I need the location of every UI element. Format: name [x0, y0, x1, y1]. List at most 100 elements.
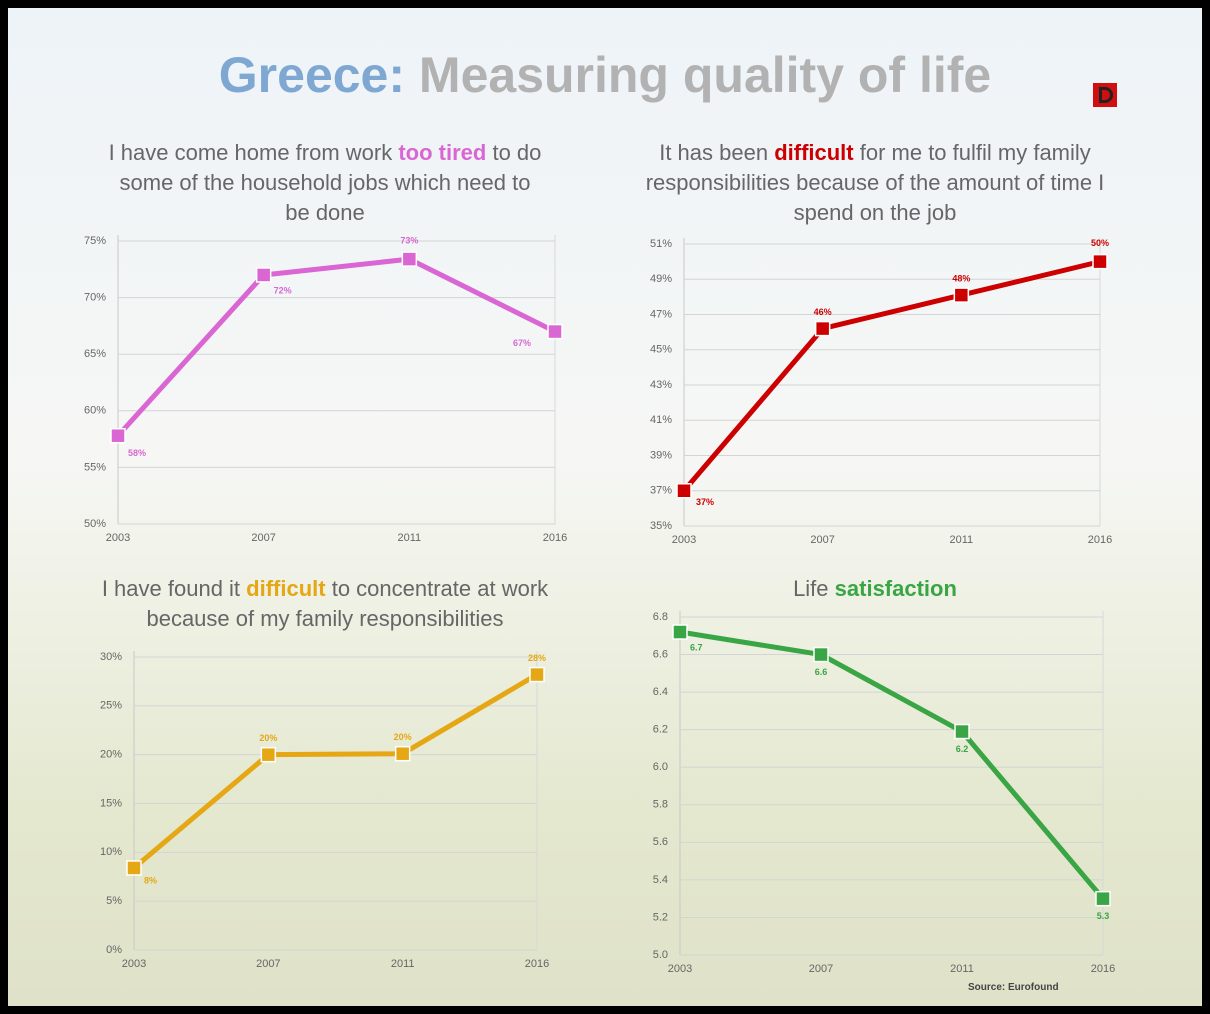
x-tick-label: 2003 [668, 963, 692, 975]
title-text: Measuring quality of life [405, 47, 991, 103]
x-tick-label: 2016 [1091, 963, 1115, 975]
data-label: 73% [400, 235, 418, 245]
y-tick-label: 5% [106, 895, 122, 907]
y-tick-label: 50% [84, 518, 106, 530]
y-tick-label: 15% [100, 797, 122, 809]
title-before: I have found it [101, 576, 247, 601]
y-tick-label: 75% [84, 235, 106, 247]
title-highlight: difficult [246, 576, 326, 601]
line [116, 256, 557, 438]
y-tick-label: 25% [100, 700, 122, 712]
marker [813, 646, 829, 663]
x-tick-label: 2007 [809, 963, 833, 975]
x-tick-label: 2011 [398, 532, 422, 544]
data-label: 8% [144, 875, 157, 885]
title-text-words: Measuring quality of life [418, 47, 992, 103]
x-tick-label: 2003 [672, 534, 696, 546]
data-label: 28% [528, 653, 546, 663]
title-before: I have come home from work [108, 140, 399, 165]
y-tick-label: 20% [100, 749, 122, 761]
x-tick-label: 2016 [543, 532, 567, 544]
data-label: 48% [952, 273, 970, 283]
y-tick-label: 49% [650, 273, 672, 285]
marker [1095, 890, 1111, 907]
data-label: 67% [513, 338, 531, 348]
chart-title: Life satisfaction [675, 574, 1075, 604]
x-tick-label: 2016 [525, 958, 549, 970]
marker [547, 323, 563, 340]
title-highlight: difficult [774, 140, 854, 165]
y-tick-label: 6.6 [653, 648, 668, 660]
y-tick-label: 47% [650, 308, 672, 320]
marker [1092, 253, 1108, 270]
x-tick-label: 2003 [106, 532, 130, 544]
title-highlight: too tired [398, 140, 487, 165]
y-tick-label: 5.2 [653, 911, 668, 923]
data-label: 6.6 [815, 667, 828, 677]
data-label: 20% [259, 733, 277, 743]
x-tick-label: 2011 [950, 963, 974, 975]
y-tick-label: 55% [84, 461, 106, 473]
data-label: 6.7 [690, 642, 703, 652]
marker [126, 860, 142, 876]
title-after: to do some of the household jobs which n… [119, 140, 542, 225]
title-before: Life [793, 576, 835, 601]
marker [260, 746, 277, 763]
x-tick-label: 2007 [251, 532, 275, 544]
data-label: 20% [394, 732, 412, 742]
x-tick-label: 2007 [256, 958, 280, 970]
data-label: 6.2 [956, 744, 969, 754]
logo [1093, 83, 1117, 107]
source: Source: Eurofound [968, 982, 1059, 993]
data-label: 5.3 [1097, 911, 1110, 921]
y-tick-label: 10% [100, 846, 122, 858]
data-label: 50% [1091, 238, 1109, 248]
marker [255, 267, 272, 283]
y-tick-label: 6.4 [653, 686, 668, 698]
data-label: 58% [128, 448, 146, 458]
y-tick-label: 6.8 [653, 611, 668, 623]
data-label: 46% [814, 307, 832, 317]
marker [954, 723, 970, 740]
y-tick-label: 35% [650, 520, 672, 532]
line [132, 672, 539, 870]
y-tick-label: 6.0 [653, 761, 668, 773]
chart-title: It has been difficult for me to fulfil m… [625, 138, 1125, 228]
y-tick-label: 60% [84, 405, 106, 417]
marker [676, 483, 692, 499]
y-tick-label: 43% [650, 379, 672, 391]
y-tick-label: 5.4 [653, 874, 668, 886]
y-tick-label: 70% [84, 292, 106, 304]
y-tick-label: 41% [650, 414, 672, 426]
marker [672, 624, 688, 640]
title-highlight: satisfaction [834, 576, 957, 601]
title-country: Greece: [218, 47, 406, 103]
x-tick-label: 2007 [810, 534, 834, 546]
y-tick-label: 37% [650, 485, 672, 497]
y-tick-label: 0% [106, 944, 122, 956]
y-tick-label: 39% [650, 449, 672, 461]
line [679, 629, 1105, 901]
y-tick-label: 5.0 [653, 949, 668, 961]
data-label: 37% [696, 497, 714, 507]
page-title: Greece: Measuring quality of life [8, 46, 1202, 104]
x-tick-label: 2003 [122, 958, 146, 970]
chart-title: I have found it difficult to concentrate… [90, 574, 560, 634]
x-tick-label: 2016 [1088, 534, 1112, 546]
y-tick-label: 30% [100, 651, 122, 663]
y-tick-label: 5.6 [653, 836, 668, 848]
marker [401, 251, 418, 267]
marker [529, 666, 545, 683]
x-tick-label: 2011 [950, 534, 974, 546]
x-tick-label: 2011 [391, 958, 415, 970]
marker [110, 427, 126, 444]
y-tick-label: 6.2 [653, 724, 668, 736]
y-tick-label: 65% [84, 348, 106, 360]
title-after: to concentrate at work because of my fam… [146, 576, 549, 631]
marker [814, 320, 831, 337]
chart-title: I have come home from work too tired to … [105, 138, 545, 228]
y-tick-label: 51% [650, 238, 672, 250]
title-before: It has been [659, 140, 775, 165]
